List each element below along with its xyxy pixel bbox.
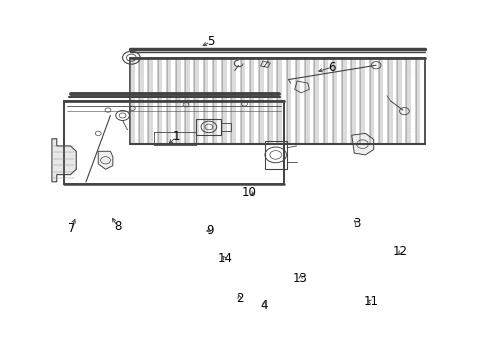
Polygon shape bbox=[323, 58, 327, 144]
Polygon shape bbox=[240, 58, 244, 144]
Polygon shape bbox=[249, 58, 254, 144]
Polygon shape bbox=[341, 58, 346, 144]
Polygon shape bbox=[396, 58, 401, 144]
Polygon shape bbox=[139, 58, 143, 144]
Polygon shape bbox=[231, 58, 235, 144]
Polygon shape bbox=[295, 58, 300, 144]
Text: 5: 5 bbox=[206, 35, 214, 49]
Polygon shape bbox=[148, 58, 153, 144]
Polygon shape bbox=[166, 58, 171, 144]
Polygon shape bbox=[259, 58, 263, 144]
Text: 12: 12 bbox=[392, 245, 407, 258]
Polygon shape bbox=[98, 151, 113, 169]
Polygon shape bbox=[286, 58, 291, 144]
Polygon shape bbox=[314, 58, 318, 144]
Polygon shape bbox=[185, 58, 189, 144]
Text: 7: 7 bbox=[67, 222, 75, 235]
Text: 2: 2 bbox=[235, 292, 243, 305]
Polygon shape bbox=[222, 58, 226, 144]
Polygon shape bbox=[350, 58, 355, 144]
Polygon shape bbox=[267, 58, 272, 144]
Polygon shape bbox=[203, 58, 208, 144]
Polygon shape bbox=[369, 58, 373, 144]
Polygon shape bbox=[176, 58, 180, 144]
Polygon shape bbox=[194, 58, 199, 144]
Text: 11: 11 bbox=[363, 296, 378, 309]
Text: 14: 14 bbox=[217, 252, 232, 265]
Text: 6: 6 bbox=[328, 60, 335, 73]
Polygon shape bbox=[378, 58, 383, 144]
Polygon shape bbox=[305, 58, 309, 144]
Text: 13: 13 bbox=[292, 272, 307, 285]
Polygon shape bbox=[277, 58, 282, 144]
Polygon shape bbox=[415, 58, 420, 144]
Text: 3: 3 bbox=[352, 216, 360, 230]
Polygon shape bbox=[332, 58, 337, 144]
Polygon shape bbox=[157, 58, 162, 144]
Polygon shape bbox=[130, 58, 134, 144]
Polygon shape bbox=[52, 139, 76, 182]
Text: 9: 9 bbox=[206, 224, 214, 237]
Text: 10: 10 bbox=[242, 186, 256, 199]
Polygon shape bbox=[406, 58, 410, 144]
Polygon shape bbox=[212, 58, 217, 144]
Text: 1: 1 bbox=[172, 130, 180, 144]
Text: 4: 4 bbox=[260, 299, 267, 312]
Polygon shape bbox=[351, 134, 373, 155]
Polygon shape bbox=[360, 58, 364, 144]
Polygon shape bbox=[387, 58, 392, 144]
Text: 8: 8 bbox=[114, 220, 121, 233]
